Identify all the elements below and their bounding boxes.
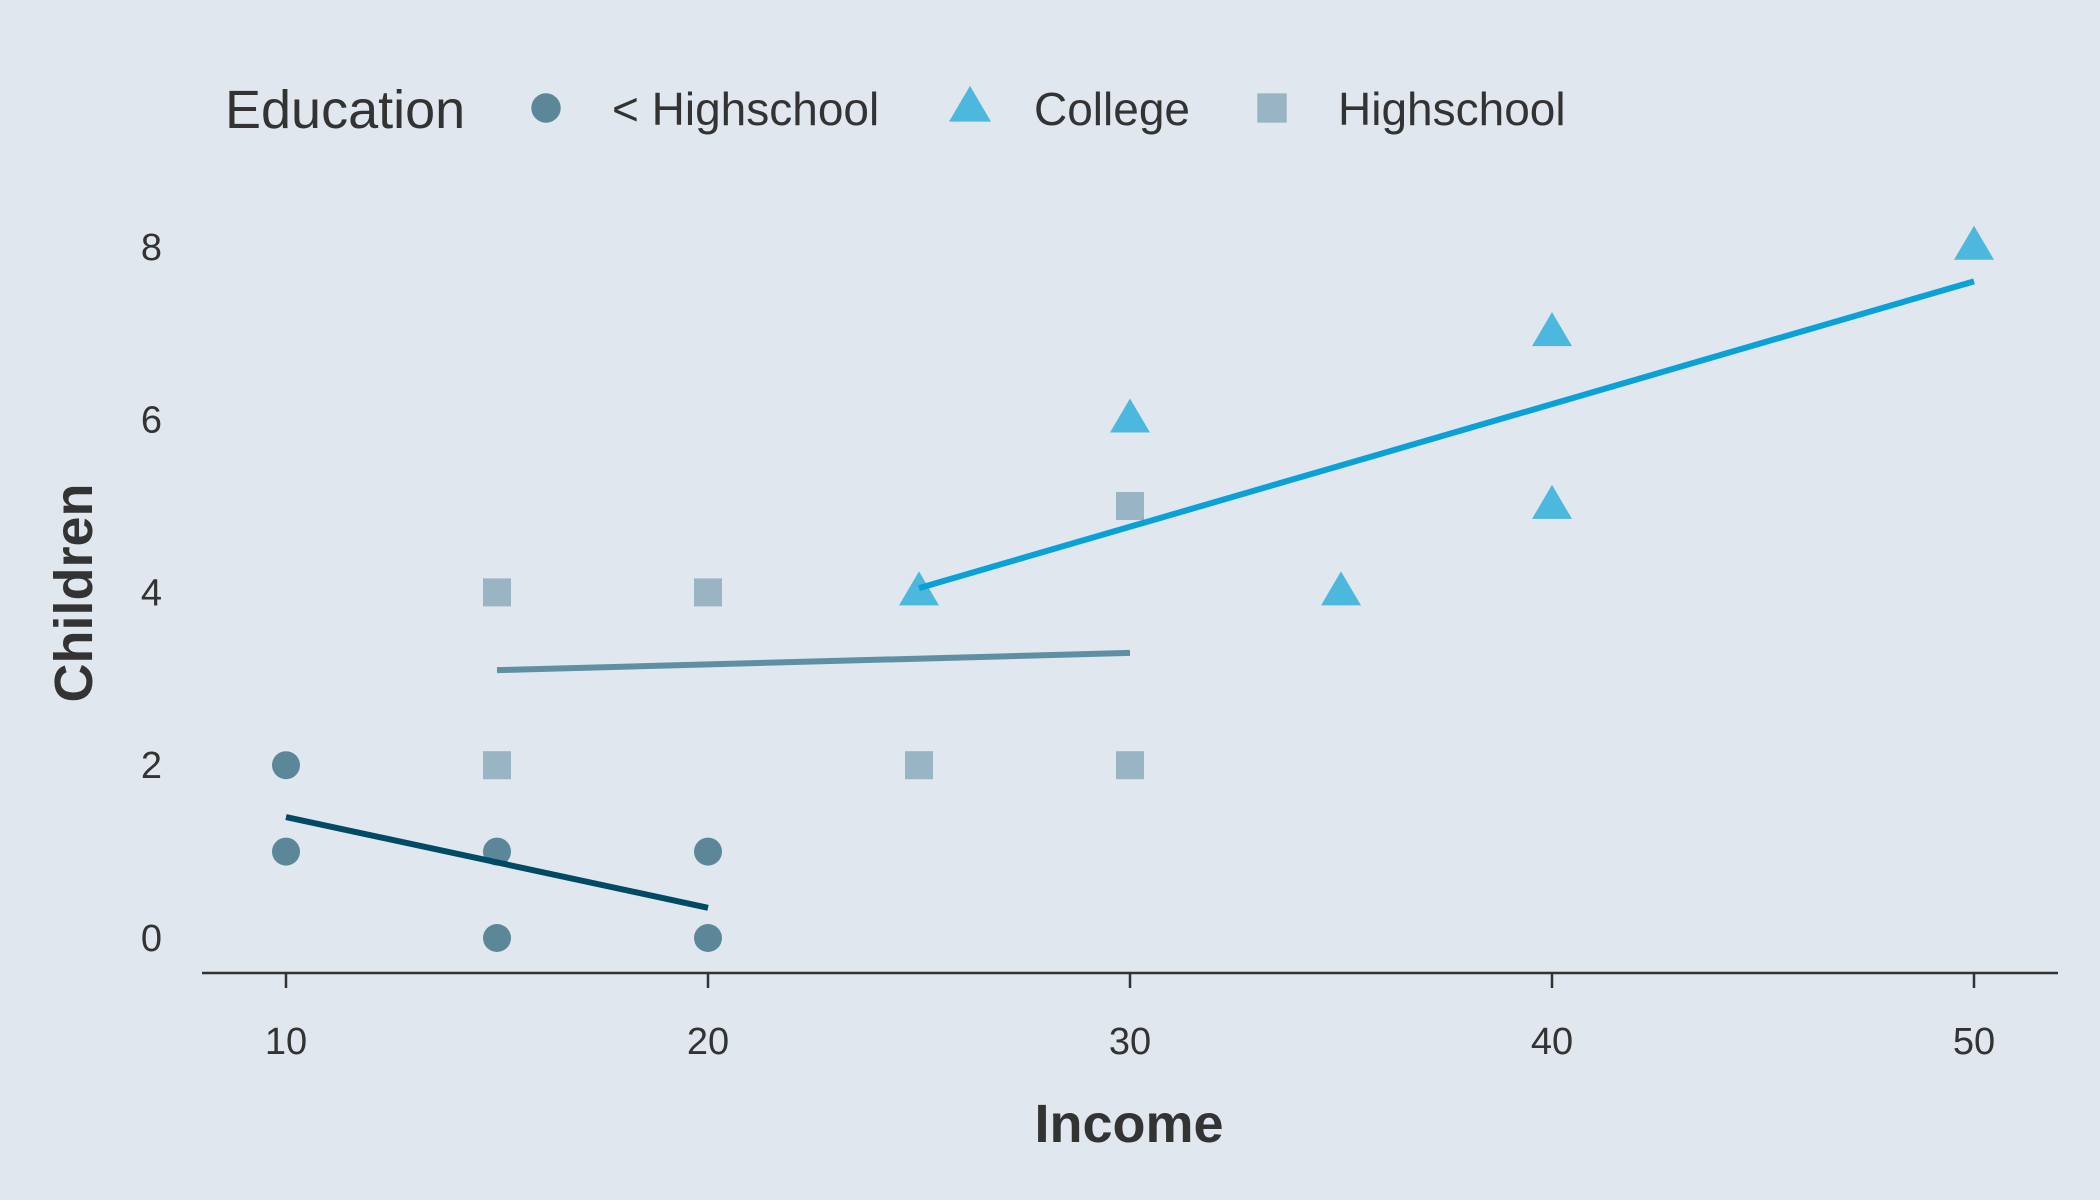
series-triangle: [899, 225, 1994, 606]
data-point: [483, 751, 511, 780]
data-point: [272, 751, 300, 780]
y-tick-label: 6: [141, 400, 162, 442]
x-tick-label: 30: [1109, 1021, 1151, 1063]
data-point: [1116, 751, 1144, 780]
series-circle: [272, 751, 722, 952]
series-square: [483, 492, 1144, 780]
y-tick-label: 8: [141, 227, 162, 269]
data-point: [1110, 398, 1150, 433]
x-axis-ticks: 10 20 30 40 50: [265, 973, 1995, 1063]
legend-entry: College: [949, 83, 1190, 135]
y-tick-label: 0: [141, 918, 162, 960]
x-tick-label: 40: [1531, 1021, 1573, 1063]
legend-title: Education: [225, 80, 465, 140]
y-tick-label: 2: [141, 745, 162, 787]
legend-label: College: [1034, 83, 1190, 135]
x-tick-label: 10: [265, 1021, 307, 1063]
x-tick-label: 50: [1953, 1021, 1995, 1063]
data-point: [1532, 484, 1572, 519]
y-axis-ticks: 0 2 4 6 8: [141, 227, 162, 960]
data-point: [1321, 571, 1361, 606]
data-point: [483, 578, 511, 607]
data-point: [1532, 312, 1572, 347]
fit-line: [285, 814, 709, 911]
data-point: [1954, 225, 1994, 260]
data-point: [1116, 492, 1144, 520]
y-axis-title: Children: [44, 483, 104, 702]
legend-key-circle: [531, 93, 561, 123]
data-point: [694, 837, 722, 866]
fit-line: [496, 649, 1131, 674]
data-point: [905, 751, 933, 780]
data-point: [694, 578, 722, 607]
data-point: [899, 571, 939, 606]
y-tick-label: 4: [141, 572, 162, 614]
legend-entry: < Highschool: [531, 83, 879, 135]
legend-label: Highschool: [1338, 83, 1566, 135]
data-point: [483, 924, 511, 952]
fit-line: [918, 278, 1975, 591]
legend-entry: Highschool: [1257, 83, 1566, 135]
legend-key-square: [1257, 93, 1287, 123]
legend: Education < Highschool College Highschool: [225, 80, 1566, 140]
x-tick-label: 20: [687, 1021, 729, 1063]
data-point: [272, 837, 300, 866]
legend-key-triangle: [949, 85, 991, 122]
data-point: [694, 924, 722, 952]
plot-area: [272, 225, 1994, 952]
x-axis-title: Income: [1034, 1094, 1223, 1154]
legend-label: < Highschool: [612, 83, 879, 135]
